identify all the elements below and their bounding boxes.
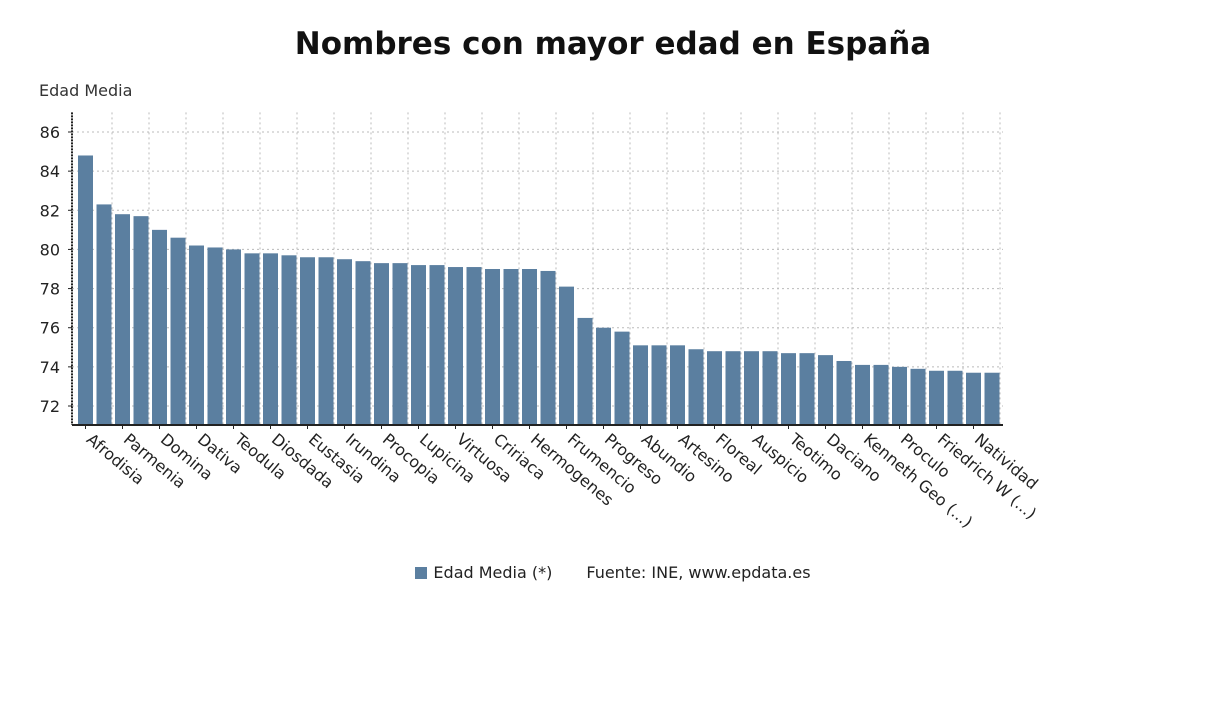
bar <box>115 214 130 425</box>
bar <box>855 364 870 425</box>
bar <box>984 372 1000 425</box>
bar <box>263 253 278 425</box>
bar <box>300 257 315 425</box>
bar <box>799 353 815 425</box>
y-tick-label: 84 <box>40 162 60 181</box>
bar <box>762 351 778 425</box>
bar <box>929 370 944 425</box>
chart-title: Nombres con mayor edad en España <box>294 26 932 62</box>
bar <box>485 269 500 425</box>
bar <box>910 368 926 425</box>
bar <box>818 355 833 425</box>
y-tick-label: 76 <box>40 319 60 338</box>
bar <box>281 255 297 425</box>
bar <box>966 372 981 425</box>
bar <box>725 351 741 425</box>
bar <box>596 327 611 425</box>
bar <box>522 269 537 425</box>
bar <box>466 267 482 425</box>
bar <box>836 360 852 425</box>
y-tick-label: 78 <box>40 280 60 299</box>
bar <box>448 267 463 425</box>
bar <box>707 351 722 425</box>
bar <box>337 259 352 425</box>
bar <box>96 204 112 425</box>
bar <box>651 345 667 425</box>
bar <box>577 317 593 425</box>
bar <box>189 245 204 425</box>
bar <box>78 155 93 425</box>
bar <box>688 349 704 425</box>
bar <box>540 270 556 425</box>
bar <box>781 353 796 425</box>
bar <box>374 263 389 425</box>
bar <box>429 265 445 425</box>
bar <box>355 261 371 425</box>
y-tick-label: 82 <box>40 201 60 220</box>
legend: Edad Media (*) Fuente: INE, www.epdata.es <box>0 563 1226 582</box>
bar <box>244 253 260 425</box>
y-tick-label: 72 <box>40 397 60 416</box>
bar <box>633 345 648 425</box>
bar <box>892 366 907 425</box>
legend-label: Edad Media (*) <box>433 563 553 582</box>
bar <box>670 345 685 425</box>
bar <box>614 331 630 425</box>
bar <box>226 249 241 425</box>
bar <box>392 263 408 425</box>
y-tick-label: 80 <box>40 240 60 259</box>
y-tick-label: 74 <box>40 358 60 377</box>
y-tick-label: 86 <box>40 123 60 142</box>
bar <box>503 269 519 425</box>
bar <box>133 216 149 425</box>
bar <box>411 265 426 425</box>
source-note: Fuente: INE, www.epdata.es <box>586 563 811 582</box>
bar <box>170 237 186 425</box>
bar <box>873 364 889 425</box>
legend-swatch <box>415 567 428 579</box>
bar <box>744 351 759 425</box>
bar <box>559 286 574 425</box>
y-axis-label: Edad Media <box>39 81 133 100</box>
bar <box>947 370 963 425</box>
bar <box>318 257 334 425</box>
bar <box>207 247 223 425</box>
bar <box>152 229 167 425</box>
